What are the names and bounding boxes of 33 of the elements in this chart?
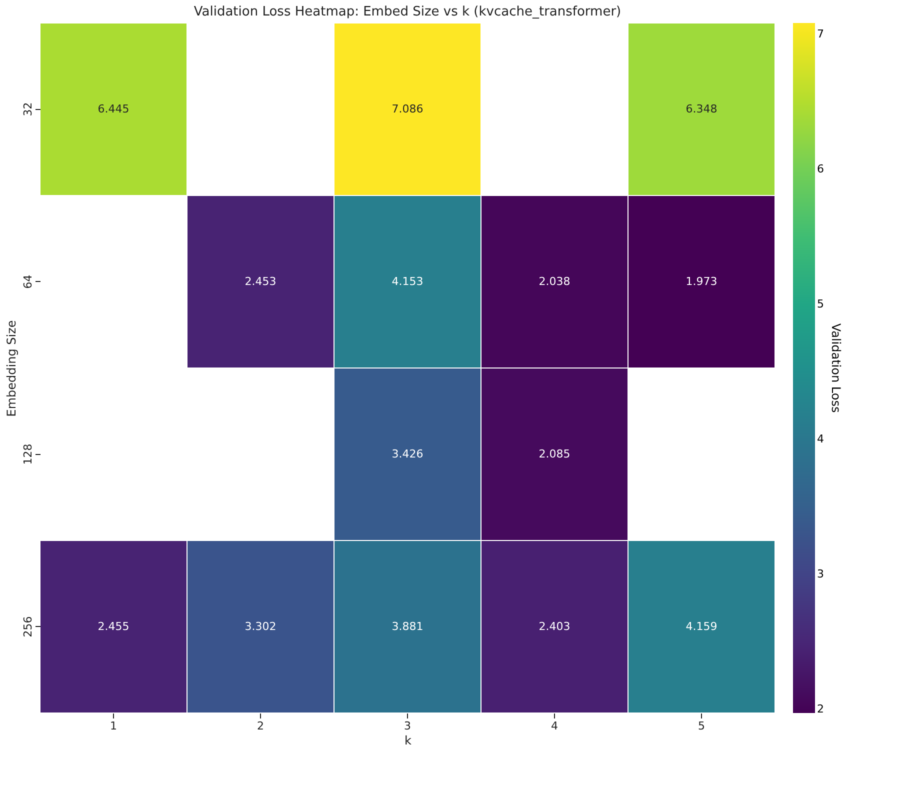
data-label: 7.086 [392, 102, 424, 116]
y-axis-title: Embedding Size [4, 320, 18, 417]
x-tick-label: 4 [551, 720, 558, 732]
color-bar-label: 4 [817, 432, 824, 446]
data-label: 2.403 [538, 620, 570, 633]
y-tick-label: 256 [22, 616, 34, 638]
chart-title: Validation Loss Heatmap: Embed Size vs k (kvcache_transformer) [194, 4, 622, 20]
data-label: 2.085 [538, 447, 570, 460]
data-label: 6.445 [98, 102, 130, 116]
data-label: 2.453 [244, 274, 276, 288]
data-label: 3.881 [392, 620, 424, 633]
y-tick-label: 64 [22, 274, 34, 289]
data-label: 6.348 [686, 102, 718, 116]
x-axis-title: k [404, 734, 412, 748]
y-tick-label: 128 [22, 444, 34, 465]
x-tick-label: 1 [110, 720, 117, 732]
color-bar-label: 7 [817, 28, 824, 41]
data-label: 4.159 [686, 620, 718, 633]
color-bar-label: 3 [817, 567, 824, 580]
color-bar-label: 5 [817, 298, 824, 311]
data-label: 3.302 [244, 620, 276, 633]
data-label: 4.153 [392, 274, 424, 288]
data-label: 2.455 [98, 620, 130, 633]
x-tick-label: 2 [257, 720, 264, 732]
color-bar-label: 6 [817, 162, 824, 176]
color-bar-label: 2 [817, 702, 824, 716]
y-tick-label: 32 [22, 102, 34, 116]
data-label: 1.973 [686, 274, 718, 288]
x-tick-label: 5 [698, 720, 705, 732]
x-tick-label: 3 [404, 720, 411, 732]
data-label: 3.426 [392, 447, 424, 460]
color-bar-title: Validation Loss [829, 323, 843, 413]
data-label: 2.038 [538, 274, 570, 288]
